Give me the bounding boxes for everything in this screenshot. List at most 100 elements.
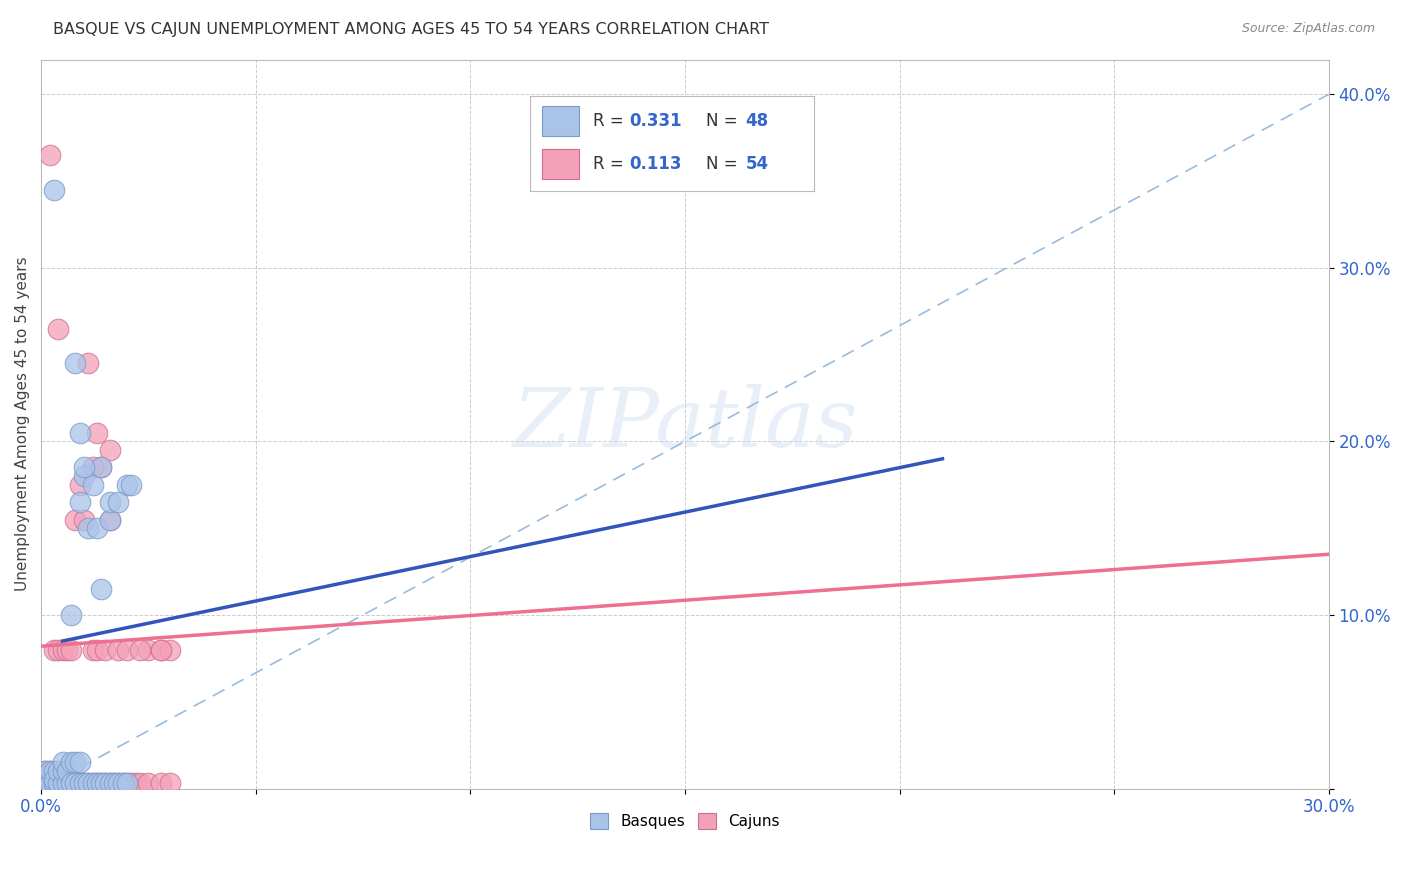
Point xyxy=(42,776,65,790)
Y-axis label: Unemployment Among Ages 45 to 54 years: Unemployment Among Ages 45 to 54 years xyxy=(15,257,30,591)
Point xyxy=(90,776,112,790)
Point xyxy=(69,776,91,790)
Point xyxy=(73,469,96,483)
Point xyxy=(107,642,129,657)
Point xyxy=(60,776,83,790)
Point xyxy=(82,460,104,475)
Point xyxy=(52,756,75,770)
Point xyxy=(38,764,60,779)
Point xyxy=(82,776,104,790)
Point xyxy=(115,642,138,657)
Point xyxy=(98,495,121,509)
Point xyxy=(42,183,65,197)
Point xyxy=(34,776,56,790)
Point xyxy=(138,776,160,790)
Point xyxy=(98,776,121,790)
Point xyxy=(107,776,129,790)
Legend: Basques, Cajuns: Basques, Cajuns xyxy=(583,807,786,836)
Point xyxy=(60,607,83,622)
Point xyxy=(150,776,173,790)
Point xyxy=(42,772,65,787)
Point xyxy=(103,776,125,790)
Point xyxy=(56,764,79,779)
Point xyxy=(115,776,138,790)
Text: BASQUE VS CAJUN UNEMPLOYMENT AMONG AGES 45 TO 54 YEARS CORRELATION CHART: BASQUE VS CAJUN UNEMPLOYMENT AMONG AGES … xyxy=(53,22,769,37)
Point xyxy=(138,642,160,657)
Point xyxy=(46,642,69,657)
Point xyxy=(124,776,146,790)
Point xyxy=(73,776,96,790)
Point xyxy=(98,443,121,458)
Point xyxy=(69,425,91,440)
Point xyxy=(46,776,69,790)
Point xyxy=(77,521,100,535)
Point xyxy=(65,356,87,370)
Point xyxy=(65,776,87,790)
Point xyxy=(107,495,129,509)
Point xyxy=(94,776,117,790)
Point xyxy=(90,460,112,475)
Point xyxy=(86,521,108,535)
Point xyxy=(98,512,121,526)
Point xyxy=(77,776,100,790)
Text: ZIPatlas: ZIPatlas xyxy=(512,384,858,464)
Point xyxy=(159,776,181,790)
Point xyxy=(34,764,56,779)
Point xyxy=(73,776,96,790)
Point xyxy=(77,356,100,370)
Point xyxy=(56,776,79,790)
Point xyxy=(90,460,112,475)
Point xyxy=(120,776,142,790)
Point xyxy=(38,764,60,779)
Point xyxy=(52,776,75,790)
Point xyxy=(38,148,60,162)
Point xyxy=(38,776,60,790)
Point xyxy=(98,512,121,526)
Point xyxy=(94,776,117,790)
Point xyxy=(111,776,134,790)
Point xyxy=(60,642,83,657)
Point xyxy=(73,512,96,526)
Point xyxy=(111,776,134,790)
Point xyxy=(150,642,173,657)
Point xyxy=(77,776,100,790)
Text: Source: ZipAtlas.com: Source: ZipAtlas.com xyxy=(1241,22,1375,36)
Point xyxy=(42,776,65,790)
Point xyxy=(115,478,138,492)
Point xyxy=(107,776,129,790)
Point xyxy=(69,478,91,492)
Point xyxy=(34,776,56,790)
Point xyxy=(60,776,83,790)
Point xyxy=(150,642,173,657)
Point xyxy=(38,776,60,790)
Point xyxy=(73,460,96,475)
Point xyxy=(34,764,56,779)
Point xyxy=(115,776,138,790)
Point xyxy=(60,756,83,770)
Point xyxy=(94,642,117,657)
Point xyxy=(90,582,112,596)
Point xyxy=(46,764,69,779)
Point xyxy=(98,776,121,790)
Point xyxy=(128,776,150,790)
Point xyxy=(90,776,112,790)
Point xyxy=(56,776,79,790)
Point xyxy=(69,776,91,790)
Point xyxy=(46,321,69,335)
Point xyxy=(42,764,65,779)
Point xyxy=(65,776,87,790)
Point xyxy=(86,776,108,790)
Point xyxy=(120,478,142,492)
Point xyxy=(42,642,65,657)
Point xyxy=(69,495,91,509)
Point xyxy=(86,642,108,657)
Point xyxy=(128,642,150,657)
Point xyxy=(65,756,87,770)
Point xyxy=(52,764,75,779)
Point xyxy=(103,776,125,790)
Point xyxy=(56,642,79,657)
Point xyxy=(86,425,108,440)
Point xyxy=(69,756,91,770)
Point xyxy=(86,776,108,790)
Point xyxy=(82,478,104,492)
